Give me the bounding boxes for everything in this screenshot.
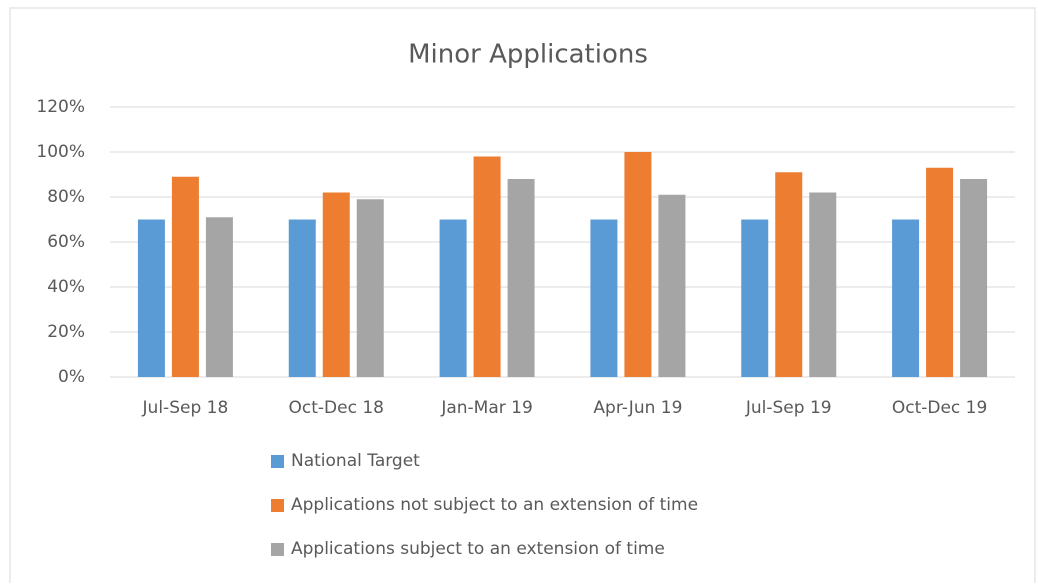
bar (322, 192, 350, 377)
y-tick-label: 0% (58, 367, 85, 387)
bar (741, 219, 769, 377)
x-tick-label: Apr-Jun 19 (593, 398, 682, 418)
legend-label: Applications subject to an extension of … (291, 539, 665, 559)
bar (473, 156, 501, 377)
bar (137, 219, 165, 377)
bar (809, 192, 837, 377)
legend-swatch (271, 499, 284, 512)
bar (288, 219, 316, 377)
legend-label: Applications not subject to an extension… (291, 495, 698, 515)
legend-swatch (271, 543, 284, 556)
x-tick-label: Jul-Sep 18 (142, 398, 229, 418)
bar (624, 152, 652, 377)
legend-label: National Target (291, 451, 420, 471)
y-tick-label: 40% (47, 277, 85, 297)
bar (658, 194, 686, 377)
bar (926, 167, 954, 377)
bar (507, 179, 535, 377)
chart-title: Minor Applications (408, 40, 648, 70)
y-tick-label: 60% (47, 232, 85, 252)
bar (892, 219, 920, 377)
bar (171, 176, 199, 377)
x-tick-label: Jul-Sep 19 (745, 398, 832, 418)
bar (205, 217, 233, 377)
bar (356, 199, 384, 377)
legend-swatch (271, 455, 284, 468)
bar (775, 172, 803, 377)
bar (960, 179, 988, 377)
x-tick-label: Oct-Dec 19 (892, 398, 987, 418)
y-tick-label: 80% (47, 187, 85, 207)
y-tick-label: 120% (36, 97, 85, 117)
bar (439, 219, 467, 377)
bar (590, 219, 618, 377)
x-tick-label: Jan-Mar 19 (440, 398, 532, 418)
y-tick-label: 20% (47, 322, 85, 342)
x-tick-label: Oct-Dec 18 (289, 398, 384, 418)
y-tick-label: 100% (36, 142, 85, 162)
